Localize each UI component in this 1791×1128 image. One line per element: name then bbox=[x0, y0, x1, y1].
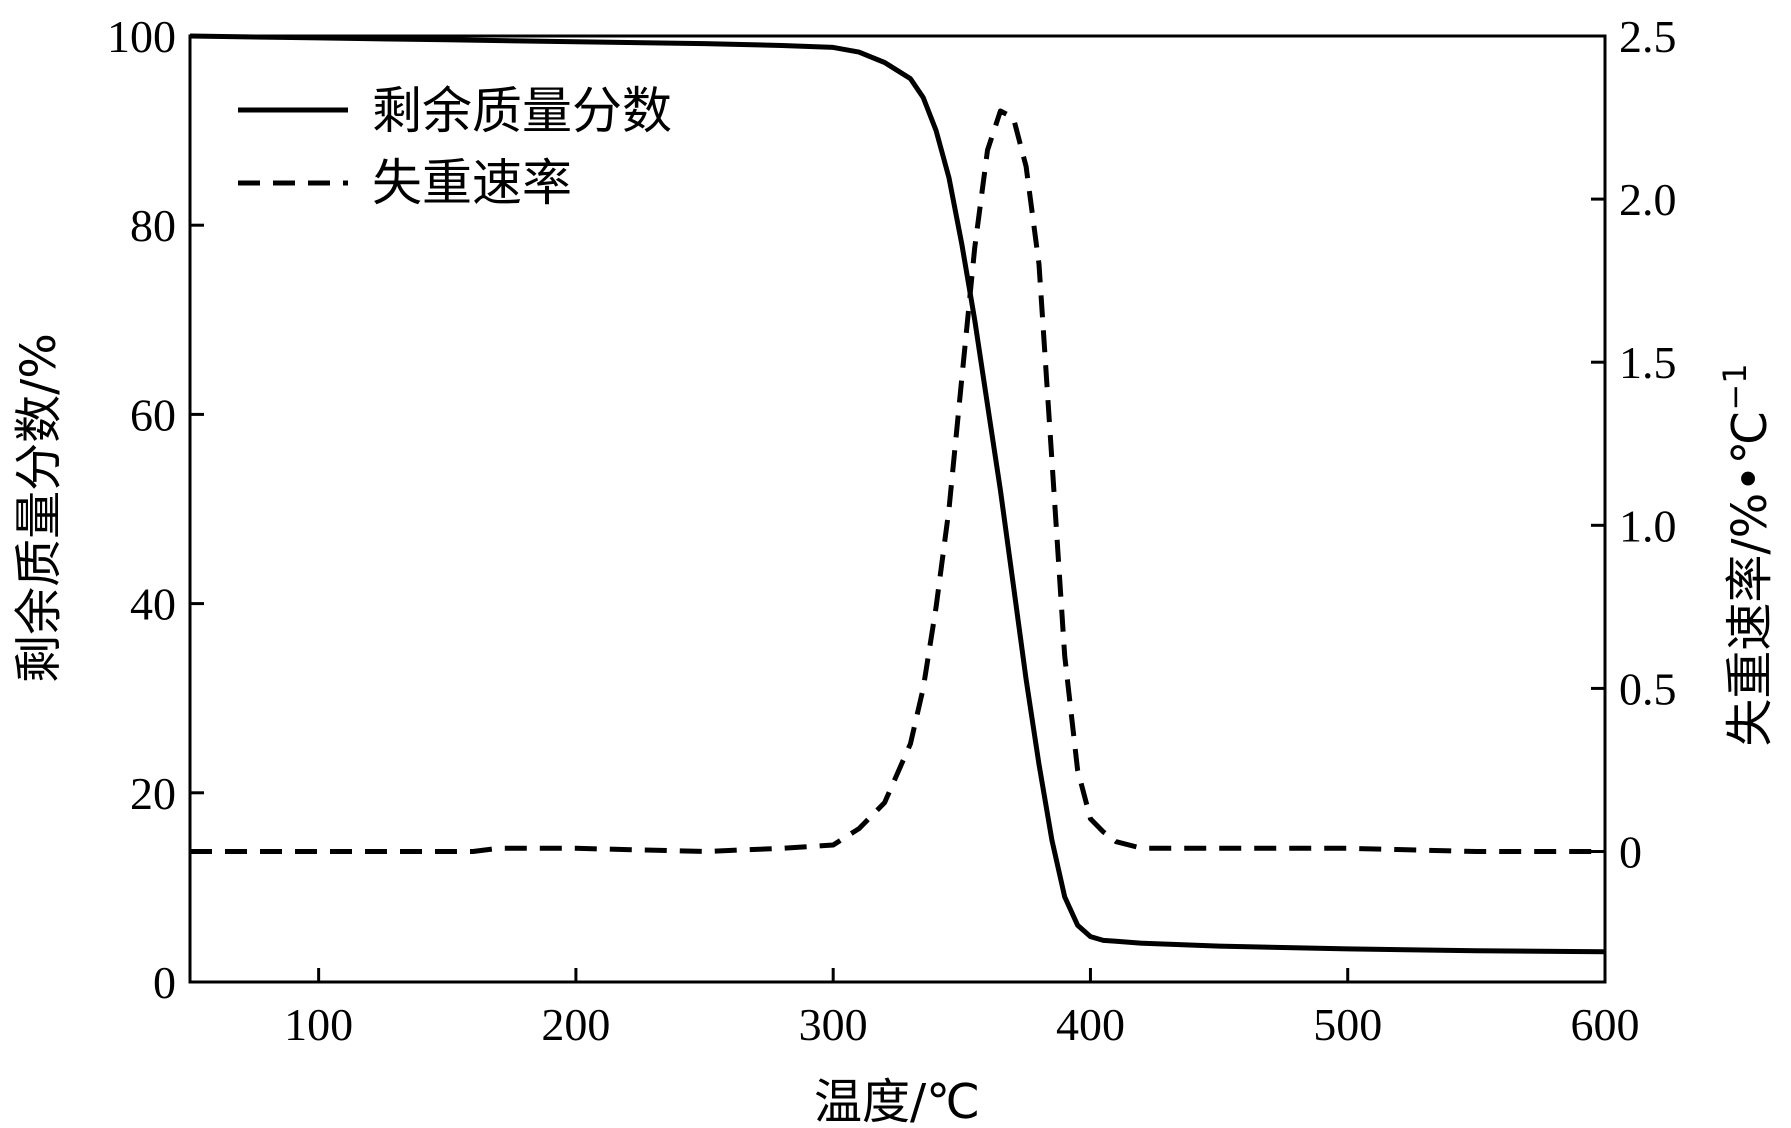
x-tick-label: 200 bbox=[541, 999, 610, 1050]
y-left-tick-label: 60 bbox=[130, 389, 176, 440]
y-left-axis-title: 剩余质量分数/% bbox=[11, 333, 67, 683]
legend: 剩余质量分数 失重速率 bbox=[238, 82, 672, 212]
x-axis-title: 温度/℃ bbox=[814, 1074, 980, 1128]
x-tick-label: 100 bbox=[284, 999, 353, 1050]
x-tick-label: 600 bbox=[1571, 999, 1640, 1050]
series-line-residual-mass bbox=[189, 33, 1606, 955]
x-tick-label: 300 bbox=[799, 999, 868, 1050]
x-tick-label: 400 bbox=[1056, 999, 1125, 1050]
y-right-axis-title-main: 失重速率/%•℃ bbox=[1722, 411, 1778, 747]
y-left-axis-ticks: 0 20 40 60 80 100 bbox=[107, 11, 204, 1008]
y-right-tick-label: 2.0 bbox=[1619, 174, 1677, 225]
y-right-axis-title: 失重速率/%•℃−1 bbox=[1716, 363, 1778, 746]
legend-label-solid: 剩余质量分数 bbox=[372, 82, 672, 140]
series-line-weight-loss-rate bbox=[190, 108, 1605, 854]
y-right-tick-label: 1.0 bbox=[1619, 500, 1677, 551]
y-right-tick-label: 2.5 bbox=[1619, 11, 1677, 62]
legend-label-dashed: 失重速率 bbox=[372, 154, 572, 212]
y-left-tick-label: 80 bbox=[130, 200, 176, 251]
y-left-tick-label: 20 bbox=[130, 768, 176, 819]
y-left-tick-label: 40 bbox=[130, 579, 176, 630]
y-left-tick-label: 0 bbox=[153, 957, 176, 1008]
y-right-tick-label: 1.5 bbox=[1619, 337, 1677, 388]
y-left-tick-label: 100 bbox=[107, 11, 176, 62]
y-right-axis-title-group: 失重速率/%•℃−1 bbox=[1716, 363, 1778, 746]
y-right-axis-title-sup: −1 bbox=[1716, 363, 1754, 410]
y-right-tick-label: 0.5 bbox=[1619, 663, 1677, 714]
y-right-axis-ticks: 0 0.5 1.0 1.5 2.0 2.5 bbox=[1591, 11, 1677, 878]
plot-frame bbox=[188, 34, 1607, 984]
series-layer bbox=[189, 33, 1606, 955]
y-right-tick-label: 0 bbox=[1619, 827, 1642, 878]
x-tick-label: 500 bbox=[1313, 999, 1382, 1050]
x-axis-ticks: 100 200 300 400 500 600 bbox=[284, 968, 1640, 1050]
